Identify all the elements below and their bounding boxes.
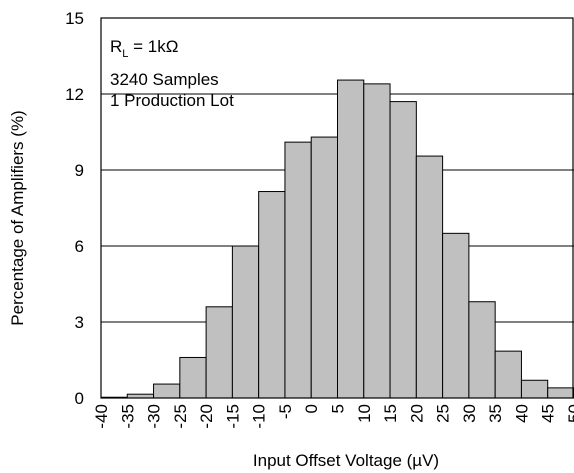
rl-value: = 1kΩ <box>128 37 178 56</box>
bar-7 <box>284 141 312 399</box>
x-tick-label: 0 <box>302 404 321 413</box>
x-tick-label: -30 <box>145 404 164 429</box>
x-tick-label: -15 <box>223 404 242 429</box>
x-tick-label: -35 <box>118 404 137 429</box>
bar-5 <box>231 245 260 399</box>
bar-10 <box>363 83 391 399</box>
rl-annotation: RL = 1kΩ <box>110 37 178 60</box>
y-axis-label: Percentage of Amplifiers (%) <box>8 110 27 325</box>
x-tick-label: 50 <box>565 404 574 423</box>
x-tick-label: 10 <box>355 404 374 423</box>
x-tick-label: -25 <box>171 404 190 429</box>
samples-annotation: 3240 Samples <box>110 70 219 89</box>
x-tick-label: 30 <box>460 404 479 423</box>
x-tick-label: 35 <box>486 404 505 423</box>
y-tick-label: 12 <box>65 85 84 104</box>
bar-11 <box>389 101 417 399</box>
bars <box>100 79 574 399</box>
bar-14 <box>468 301 496 399</box>
bar-13 <box>442 232 470 399</box>
plot-frame <box>100 17 574 399</box>
x-tick-label: -40 <box>92 404 111 429</box>
y-tick-label: 15 <box>65 9 84 28</box>
bar-2 <box>153 383 181 399</box>
x-tick-label: 15 <box>381 404 400 423</box>
y-tick-label: 9 <box>75 161 84 180</box>
x-tick-label: 40 <box>512 404 531 423</box>
y-tick-label: 6 <box>75 237 84 256</box>
x-tick-label: 45 <box>539 404 558 423</box>
x-tick-labels: -40 -35 -30 -25 -20 -15 -10 -5 0 5 10 15 20 25 30 35 40 4… <box>92 404 574 429</box>
x-tick-label: -10 <box>250 404 269 429</box>
x-tick-label: 25 <box>434 404 453 423</box>
bar-17 <box>547 387 574 399</box>
y-tick-label: 0 <box>75 389 84 408</box>
x-tick-label: 5 <box>329 404 348 413</box>
y-tick-labels: 0 3 6 9 12 15 <box>65 9 84 408</box>
x-tick-label: -20 <box>197 404 216 429</box>
bar-4 <box>205 306 233 399</box>
bar-6 <box>258 191 286 399</box>
lot-annotation: 1 Production Lot <box>110 91 234 110</box>
bar-9 <box>337 79 365 399</box>
bar-8 <box>310 136 339 399</box>
x-tick-label: -5 <box>276 404 295 419</box>
bar-16 <box>520 379 549 399</box>
x-axis-label: Input Offset Voltage (µV) <box>253 451 439 470</box>
bar-3 <box>179 356 207 399</box>
rl-subscript: L <box>122 48 128 60</box>
bar-15 <box>494 350 522 399</box>
bar-12 <box>415 155 444 399</box>
rl-main: R <box>110 37 122 56</box>
x-tick-label: 20 <box>407 404 426 423</box>
y-tick-label: 3 <box>75 313 84 332</box>
